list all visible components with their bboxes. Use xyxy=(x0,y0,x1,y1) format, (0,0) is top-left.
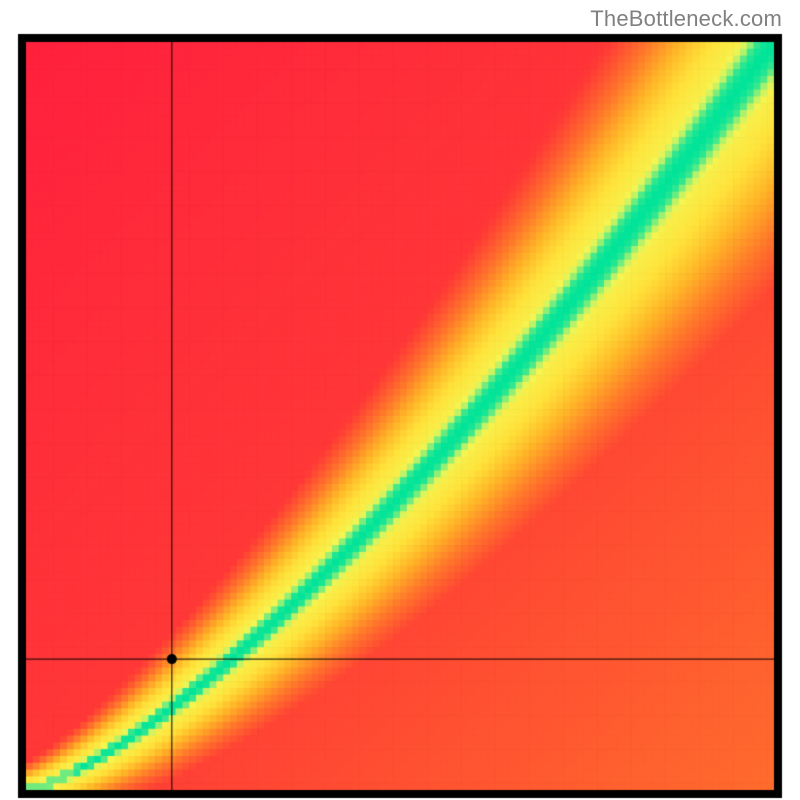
figure-container: TheBottleneck.com xyxy=(0,0,800,800)
watermark-text: TheBottleneck.com xyxy=(590,6,782,32)
bottleneck-heatmap-canvas xyxy=(0,0,800,800)
